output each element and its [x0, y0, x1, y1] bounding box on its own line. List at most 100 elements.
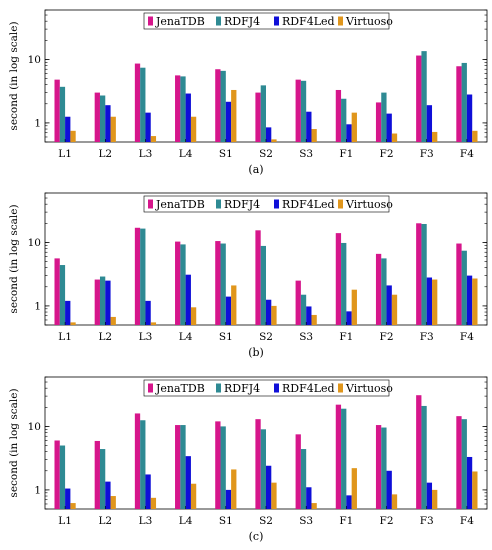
bar-rdf4led-l4: [185, 274, 191, 325]
legend-swatch-jenatdb: [148, 199, 153, 209]
x-tick-label: F4: [460, 331, 474, 343]
bar-rdfj4-l4: [180, 425, 186, 509]
bar-virtuoso-l4: [190, 483, 197, 509]
legend-swatch-rdf4led: [274, 199, 279, 209]
bar-rdf4led-f4: [466, 456, 473, 509]
legend-swatch-rdf4led: [274, 16, 279, 26]
y-tick-label: 10: [28, 54, 41, 66]
bar-jenatdb-l3: [134, 63, 141, 142]
legend-swatch-virtuoso: [338, 16, 343, 26]
x-tick-label: F2: [380, 331, 394, 343]
bar-virtuoso-f1: [351, 112, 357, 142]
bar-virtuoso-l1: [70, 322, 76, 325]
legend-label-rdf4led: RDF4Led: [282, 15, 335, 28]
bar-rdf4led-s2: [266, 465, 272, 509]
bar-jenatdb-l2: [94, 279, 100, 325]
legend-label-jenatdb: JenaTDB: [155, 15, 205, 28]
x-tick-label: F3: [420, 515, 434, 527]
bar-rdfj4-l3: [140, 67, 146, 142]
bar-rdfj4-l1: [59, 86, 66, 142]
x-tick-label: L4: [179, 515, 193, 527]
x-tick-label: S3: [299, 148, 313, 160]
bar-rdf4led-s1: [225, 101, 232, 142]
x-tick-label: L2: [98, 515, 112, 527]
legend-label-virtuoso: Virtuoso: [345, 15, 393, 28]
x-tick-label: S1: [219, 148, 233, 160]
x-tick-label: L4: [179, 331, 193, 343]
x-tick-label: S3: [299, 515, 313, 527]
bar-virtuoso-f3: [432, 489, 438, 509]
y-axis-label: second (in log scale): [8, 21, 20, 130]
x-tick-label: F4: [460, 148, 474, 160]
bar-virtuoso-f4: [472, 471, 478, 509]
bar-jenatdb-f1: [335, 233, 342, 325]
bar-jenatdb-f4: [456, 416, 462, 509]
bar-rdf4led-f2: [386, 113, 392, 142]
bar-rdfj4-l4: [180, 244, 186, 325]
legend-swatch-rdfj4: [216, 16, 221, 26]
x-tick-label: L1: [58, 331, 72, 343]
bar-rdfj4-s2: [260, 85, 266, 142]
bar-virtuoso-s2: [271, 305, 277, 325]
bar-rdf4led-f3: [426, 105, 433, 142]
legend-swatch-rdfj4: [216, 199, 221, 209]
bar-rdf4led-l4: [185, 456, 191, 509]
bar-rdfj4-s3: [300, 80, 307, 142]
bar-virtuoso-l1: [70, 130, 76, 142]
bar-virtuoso-f2: [391, 133, 398, 142]
x-tick-label: F2: [380, 148, 394, 160]
bar-jenatdb-s1: [215, 241, 221, 325]
bar-rdfj4-l2: [99, 449, 106, 509]
bar-virtuoso-l3: [150, 136, 157, 142]
x-tick-label: L2: [98, 331, 112, 343]
bar-rdf4led-s3: [306, 487, 312, 509]
bar-rdfj4-l2: [99, 95, 106, 142]
bar-jenatdb-l4: [175, 425, 181, 509]
bar-rdf4led-f3: [426, 482, 433, 509]
bar-rdfj4-s3: [300, 294, 307, 325]
chart-panel-1: 1 10 second (in log scale) L1 L2 L3 L4 S1 S2 S3 F1…: [8, 9, 488, 176]
bar-rdf4led-f3: [426, 277, 433, 325]
bar-rdf4led-s1: [225, 296, 232, 325]
bar-virtuoso-s3: [311, 314, 317, 325]
legend-label-rdf4led: RDF4Led: [282, 382, 335, 395]
bar-rdf4led-f1: [346, 311, 352, 325]
bar-virtuoso-s2: [271, 139, 277, 142]
bar-jenatdb-f2: [375, 253, 382, 325]
legend-label-rdf4led: RDF4Led: [282, 198, 335, 211]
bar-rdfj4-f2: [381, 92, 387, 142]
legend-label-virtuoso: Virtuoso: [345, 198, 393, 211]
x-tick-label: L1: [58, 148, 72, 160]
bar-rdfj4-s1: [220, 426, 226, 509]
legend-label-rdfj4: RDFJ4: [224, 382, 260, 395]
bar-jenatdb-f3: [416, 223, 422, 325]
bar-jenatdb-f2: [375, 425, 382, 509]
bar-rdf4led-s2: [266, 299, 272, 325]
bar-rdf4led-f2: [386, 470, 392, 509]
legend-swatch-virtuoso: [338, 199, 343, 209]
panel-caption: (a): [248, 163, 263, 176]
bar-rdf4led-l3: [145, 474, 151, 509]
bar-rdf4led-s2: [266, 127, 272, 142]
bar-jenatdb-l2: [94, 440, 100, 509]
bar-virtuoso-s3: [311, 129, 317, 142]
bar-rdf4led-f1: [346, 124, 352, 142]
bar-virtuoso-s1: [231, 469, 237, 509]
bar-rdfj4-f1: [341, 242, 347, 325]
legend: JenaTDB RDFJ4 RDF4Led Virtuoso: [143, 12, 393, 30]
bar-rdf4led-f1: [346, 495, 352, 509]
bar-rdfj4-s2: [260, 429, 266, 509]
x-tick-label: F1: [339, 515, 353, 527]
bar-jenatdb-s2: [255, 230, 261, 325]
y-axis: 1 10: [28, 9, 487, 143]
bar-virtuoso-f4: [472, 278, 478, 325]
bar-jenatdb-s2: [255, 419, 261, 509]
bar-virtuoso-f1: [351, 468, 357, 509]
panel-caption: (c): [249, 530, 264, 543]
bar-rdfj4-l1: [59, 265, 66, 325]
bar-rdf4led-l1: [65, 116, 71, 142]
bar-virtuoso-s1: [231, 89, 237, 142]
bar-rdfj4-f1: [341, 98, 347, 142]
bars: [54, 223, 478, 325]
panel-caption: (b): [248, 346, 264, 359]
